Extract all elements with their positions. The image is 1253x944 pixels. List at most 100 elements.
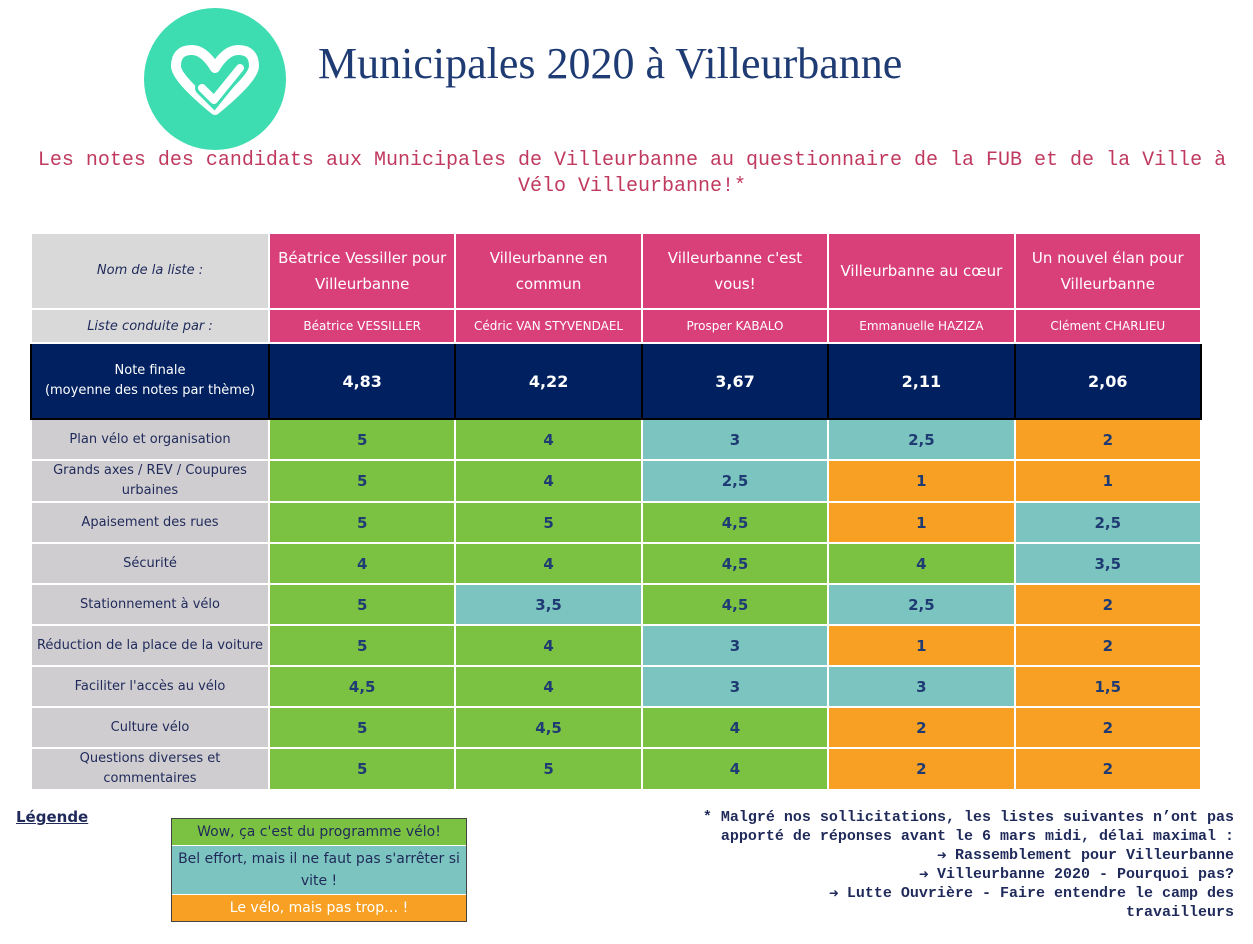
theme-row: Plan vélo et organisation 5 4 3 2,5 2 [30, 418, 1203, 461]
theme-score-cell: 2 [1013, 583, 1203, 626]
theme-row: Réduction de la place de la voiture 5 4 3 1 2 [30, 624, 1203, 667]
theme-score-cell: 4 [454, 542, 643, 585]
theme-row: Grands axes / REV / Coupures urbaines 5 4 2… [30, 459, 1203, 503]
theme-score-cell: 4,5 [640, 501, 830, 544]
theme-score-cell: 5 [454, 501, 643, 544]
legend-item-orange: Le vélo, mais pas trop… ! [172, 895, 466, 921]
theme-score-cell: 3,5 [454, 583, 643, 626]
footnote-missing-item: ➜ Villeurbanne 2020 - Pourquoi pas? [610, 865, 1234, 884]
theme-score-cell: 3 [827, 665, 1016, 708]
theme-score-cell: 4 [640, 706, 830, 749]
theme-score-cell: 1,5 [1013, 665, 1203, 708]
check-heart-logo [144, 8, 286, 150]
theme-row: Stationnement à vélo 5 3,5 4,5 2,5 2 [30, 583, 1203, 626]
theme-row: Faciliter l'accès au vélo 4,5 4 3 3 1,5 [30, 665, 1203, 708]
theme-score-cell: 4,5 [454, 706, 643, 749]
arrow-right-icon: ➜ [936, 848, 947, 862]
theme-score-cell: 2 [827, 747, 1016, 791]
final-score-cell: 4,22 [454, 342, 643, 420]
lead-candidate-cell: Cédric VAN STYVENDAEL [454, 308, 643, 344]
theme-score-cell: 3 [640, 665, 830, 708]
arrow-right-icon: ➜ [918, 867, 929, 881]
page-subtitle: Les notes des candidats aux Municipales … [37, 149, 1227, 198]
final-score-row: Note finale (moyenne des notes par thème… [30, 342, 1203, 420]
theme-score-cell: 3 [640, 624, 830, 667]
footnote-missing-item: ➜ Lutte Ouvrière - Faire entendre le camp… [610, 884, 1234, 903]
list-name-cell: Béatrice Vessiller pour Villeurbanne [267, 232, 457, 310]
page-title: Municipales 2020 à Villeurbanne [318, 39, 903, 88]
footnote: * Malgré nos sollicitations, les listes … [610, 808, 1234, 922]
theme-label: Questions diverses et commentaires [30, 747, 270, 791]
theme-score-cell: 1 [827, 501, 1016, 544]
theme-label: Stationnement à vélo [30, 583, 270, 626]
theme-score-cell: 2 [827, 706, 1016, 749]
theme-label: Faciliter l'accès au vélo [30, 665, 270, 708]
missing-list-name: Lutte Ouvrière - Faire entendre le camp … [846, 885, 1234, 902]
footnote-intro: apporté de réponses avant le 6 mars midi… [720, 828, 1234, 845]
theme-score-cell: 1 [827, 459, 1016, 503]
theme-score-cell: 2,5 [640, 459, 830, 503]
lead-candidate-row: Liste conduite par : Béatrice VESSILLER … [30, 308, 1203, 344]
final-score-header-title: Note finale [114, 363, 186, 378]
lead-candidate-cell: Emmanuelle HAZIZA [827, 308, 1016, 344]
theme-score-cell: 5 [267, 624, 457, 667]
footnote-missing-item: ➜ Rassemblement pour Villeurbanne [610, 846, 1234, 865]
theme-score-cell: 1 [1013, 459, 1203, 503]
theme-row: Culture vélo 5 4,5 4 2 2 [30, 706, 1203, 749]
theme-label: Sécurité [30, 542, 270, 585]
theme-score-cell: 2,5 [1013, 501, 1203, 544]
lead-candidate-cell: Béatrice VESSILLER [267, 308, 457, 344]
theme-row: Questions diverses et commentaires 5 5 4 2 2 [30, 747, 1203, 791]
footnote-intro: * Malgré nos sollicitations, les listes … [702, 809, 1234, 826]
final-score-header-note: (moyenne des notes par thème) [44, 383, 256, 398]
theme-row: Sécurité 4 4 4,5 4 3,5 [30, 542, 1203, 585]
final-score-cell: 4,83 [267, 342, 457, 420]
missing-list-name: Villeurbanne 2020 - Pourquoi pas? [936, 866, 1234, 883]
theme-label: Culture vélo [30, 706, 270, 749]
list-name-cell: Villeurbanne c'est vous! [640, 232, 830, 310]
theme-score-cell: 4 [827, 542, 1016, 585]
scores-table: Nom de la liste : Béatrice Vessiller pou… [30, 232, 1203, 791]
theme-score-cell: 5 [267, 706, 457, 749]
theme-score-cell: 3 [640, 418, 830, 461]
theme-label: Réduction de la place de la voiture [30, 624, 270, 667]
theme-score-cell: 4,5 [640, 583, 830, 626]
theme-score-cell: 4 [454, 624, 643, 667]
theme-score-cell: 1 [827, 624, 1016, 667]
theme-score-cell: 5 [267, 501, 457, 544]
final-score-cell: 2,11 [827, 342, 1016, 420]
final-score-cell: 3,67 [640, 342, 830, 420]
lead-candidate-cell: Prosper KABALO [640, 308, 830, 344]
theme-score-cell: 2,5 [827, 418, 1016, 461]
theme-score-cell: 4,5 [640, 542, 830, 585]
theme-score-cell: 2 [1013, 747, 1203, 791]
theme-score-cell: 5 [267, 418, 457, 461]
theme-score-cell: 2 [1013, 418, 1203, 461]
theme-score-cell: 4 [267, 542, 457, 585]
list-name-cell: Villeurbanne au cœur [827, 232, 1016, 310]
list-name-header: Nom de la liste : [30, 232, 270, 310]
theme-score-cell: 5 [267, 747, 457, 791]
list-name-cell: Un nouvel élan pour Villeurbanne [1013, 232, 1203, 310]
theme-score-cell: 2 [1013, 624, 1203, 667]
lead-candidate-header: Liste conduite par : [30, 308, 270, 344]
arrow-right-icon: ➜ [828, 886, 839, 900]
missing-list-name: Rassemblement pour Villeurbanne [954, 847, 1234, 864]
theme-score-cell: 4 [640, 747, 830, 791]
theme-score-cell: 2,5 [827, 583, 1016, 626]
legend-title: Légende [16, 808, 89, 826]
theme-score-cell: 4,5 [267, 665, 457, 708]
theme-score-cell: 2 [1013, 706, 1203, 749]
theme-label: Apaisement des rues [30, 501, 270, 544]
legend-item-teal: Bel effort, mais il ne faut pas s'arrête… [172, 846, 466, 895]
list-name-cell: Villeurbanne en commun [454, 232, 643, 310]
theme-score-cell: 5 [267, 583, 457, 626]
theme-score-cell: 5 [267, 459, 457, 503]
list-name-row: Nom de la liste : Béatrice Vessiller pou… [30, 232, 1203, 310]
theme-score-cell: 4 [454, 665, 643, 708]
footnote-missing-continuation: travailleurs [1125, 904, 1234, 921]
theme-label: Plan vélo et organisation [30, 418, 270, 461]
theme-label: Grands axes / REV / Coupures urbaines [30, 459, 270, 503]
legend-box: Wow, ça c'est du programme vélo! Bel eff… [171, 818, 467, 922]
theme-score-cell: 4 [454, 459, 643, 503]
